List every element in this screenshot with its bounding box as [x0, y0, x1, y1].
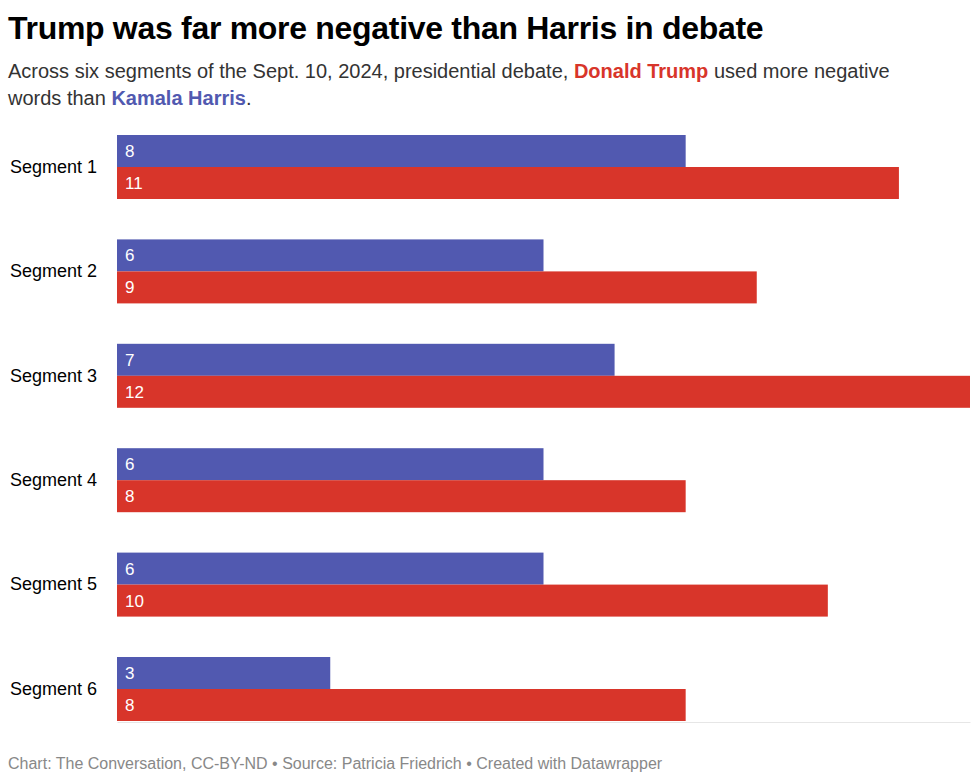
data-label: 6 — [125, 455, 134, 474]
bar — [117, 689, 686, 721]
tick: Segment 3 — [10, 366, 117, 386]
x-axis — [118, 722, 971, 723]
legend-entry: Kamala Harris — [111, 87, 246, 109]
subtitle: Across six segments of the Sept. 10, 202… — [8, 58, 908, 112]
subtitle-text: Across six segments of the Sept. 10, 202… — [8, 60, 574, 82]
bar — [117, 585, 828, 617]
data-label: 8 — [125, 142, 134, 161]
tick: Segment 6 — [10, 679, 117, 699]
tick: Segment 4 — [10, 470, 117, 490]
title: Trump was far more negative than Harris … — [8, 8, 908, 48]
bar — [117, 480, 686, 512]
data-label: 11 — [125, 174, 143, 193]
data-label: 8 — [125, 487, 134, 506]
header: Trump was far more negative than Harris … — [8, 8, 908, 112]
bar — [117, 448, 544, 480]
data-labels: 8 6 7 6 6 3 11 9 12 8 10 8 — [125, 142, 144, 715]
bar — [117, 553, 544, 585]
category-label: Segment 2 — [10, 261, 97, 281]
tick: Segment 2 — [10, 261, 117, 281]
bar — [117, 657, 330, 689]
category-label: Segment 1 — [10, 157, 97, 177]
legend-entry: Donald Trump — [574, 60, 708, 82]
data-label: 6 — [125, 560, 134, 579]
category-label: Segment 6 — [10, 679, 97, 699]
axis-line — [118, 722, 971, 723]
tick: Segment 1 — [10, 157, 117, 177]
bar — [117, 239, 544, 271]
tick: Segment 5 — [10, 574, 117, 594]
data-label: 7 — [125, 351, 134, 370]
data-label: 10 — [125, 592, 144, 611]
bar — [117, 271, 757, 303]
bar — [117, 167, 899, 199]
data-label: 6 — [125, 246, 134, 265]
category-label: Segment 3 — [10, 366, 97, 386]
category-label: Segment 4 — [10, 470, 97, 490]
bar — [117, 376, 970, 408]
bar — [117, 344, 615, 376]
caption: Chart: The Conversation, CC-BY-ND • Sour… — [8, 755, 663, 772]
chart: 867663119128108Segment 1Segment 2Segment… — [0, 0, 980, 782]
y-axis: Segment 1 Segment 2 Segment 3 Segment 4 Segm… — [10, 157, 117, 699]
bar — [117, 135, 686, 167]
subtitle-text: . — [246, 87, 252, 109]
data-label: 12 — [125, 383, 144, 402]
data-label: 3 — [125, 664, 134, 683]
category-label: Segment 5 — [10, 574, 97, 594]
data-label: 9 — [125, 278, 134, 297]
data-label: 8 — [125, 696, 134, 715]
bars — [117, 135, 970, 721]
